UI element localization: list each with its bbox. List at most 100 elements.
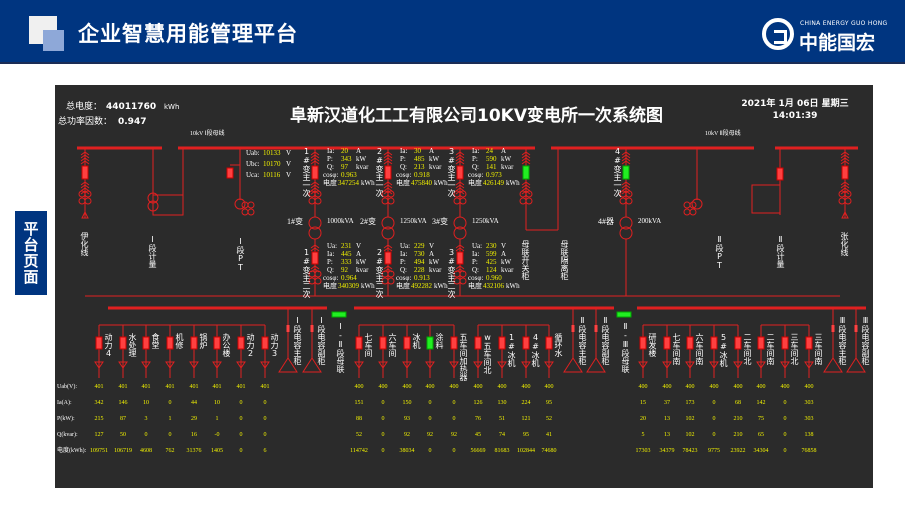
breaker-switch[interactable] <box>311 165 319 180</box>
feeder-breaker[interactable] <box>119 336 127 350</box>
tx-1-secondary-P: 333 <box>341 258 352 266</box>
feeder-breaker[interactable] <box>474 336 482 350</box>
tx-2-primary-Q: 213 <box>414 163 425 171</box>
table-cell: 31376 <box>186 448 202 454</box>
feeder-breaker[interactable] <box>757 336 765 350</box>
plug-chevron-icon <box>383 244 393 252</box>
unit: kWh <box>361 282 375 290</box>
plug-chevron-icon <box>455 181 465 189</box>
ct-icon <box>453 197 461 205</box>
table-cell: 102 <box>685 416 695 422</box>
feeder-breaker[interactable] <box>545 336 553 350</box>
table-cell: 5 <box>641 432 645 438</box>
breaker-switch[interactable] <box>384 165 392 180</box>
ct-icon <box>625 197 633 205</box>
tx-2-secondary-Ia: 730 <box>414 250 425 258</box>
ct-icon <box>387 197 395 205</box>
feeder-breaker[interactable] <box>781 336 789 350</box>
feeder-breaker[interactable] <box>213 336 221 350</box>
feeder-breaker[interactable] <box>379 336 387 350</box>
plug-chevron-icon <box>521 157 531 165</box>
feeder-breaker[interactable] <box>261 336 269 350</box>
unit: kW <box>429 155 440 163</box>
feeder-breaker[interactable] <box>734 336 742 350</box>
feeder-breaker[interactable] <box>142 336 150 350</box>
feeder-arrow-icon <box>709 361 719 369</box>
feeder-arrow-icon <box>497 361 507 369</box>
unit: A <box>429 147 435 155</box>
feeder-breaker[interactable] <box>426 336 434 350</box>
tx-2-secondary-Ua-label: Ua: <box>400 242 411 250</box>
feeder-breaker[interactable] <box>498 336 506 350</box>
breaker-switch[interactable] <box>622 165 630 180</box>
feeder-breaker[interactable] <box>663 336 671 350</box>
table-cell: 762 <box>165 448 175 454</box>
table-cell: 303 <box>804 400 814 406</box>
feeder-breaker[interactable] <box>639 336 647 350</box>
breaker-switch[interactable] <box>841 165 849 180</box>
table-cell: 20 <box>640 416 646 422</box>
table-cell: 88 <box>356 416 362 422</box>
capacitor-bank-icon <box>278 357 298 373</box>
cos-label: cosφ: <box>323 274 339 282</box>
table-cell: 0 <box>783 448 787 454</box>
breaker-switch[interactable] <box>81 165 89 180</box>
feeder-breaker[interactable] <box>710 336 718 350</box>
bus-tie-breaker[interactable] <box>616 311 632 318</box>
plug-chevron-icon <box>383 151 393 159</box>
ct-icon <box>314 190 322 198</box>
table-cell: 224 <box>521 400 531 406</box>
ct-icon <box>314 277 322 285</box>
feeder-label-bus-tie: Ⅱ-Ⅲ段母联 <box>621 322 630 373</box>
bus-tie-breaker[interactable] <box>331 311 347 318</box>
tx-1-primary-Q-label: Q: <box>327 163 334 171</box>
ct-icon <box>844 190 852 198</box>
feeder-breaker[interactable] <box>805 336 813 350</box>
feeder-breaker[interactable] <box>686 336 694 350</box>
ct-icon <box>247 201 255 209</box>
breaker-switch[interactable] <box>776 167 784 181</box>
tx-2-secondary-Ia-label: Ia: <box>400 250 408 258</box>
tx-3-primary-P: 590 <box>486 155 497 163</box>
feeder-breaker[interactable] <box>95 336 103 350</box>
transformer-secondary-label-2: 2#变主二次 <box>375 248 384 298</box>
top-label-yihua-line: 伊化线 <box>80 232 89 256</box>
tx-2-secondary-P-label: P: <box>400 258 406 266</box>
table-cell: 10 <box>143 400 149 406</box>
breaker-switch[interactable] <box>456 251 464 265</box>
feeder-breaker[interactable] <box>403 336 411 350</box>
breaker-switch[interactable] <box>384 251 392 265</box>
feeder-breaker[interactable] <box>237 336 245 350</box>
table-cell: 92 <box>427 432 433 438</box>
feeder-breaker[interactable] <box>450 336 458 350</box>
feeder-breaker[interactable] <box>190 336 198 350</box>
feeder-breaker[interactable] <box>522 336 530 350</box>
pt-fuse[interactable] <box>226 167 234 179</box>
side-tab-platform-page[interactable]: 平台页面 <box>15 211 47 295</box>
tx-2-secondary-Q-label: Q: <box>400 266 407 274</box>
breaker-switch[interactable] <box>522 165 530 180</box>
breaker-switch[interactable] <box>456 165 464 180</box>
unit: kW <box>501 155 512 163</box>
table-cell: 95 <box>546 400 552 406</box>
unit: V <box>501 242 507 250</box>
arrow-icon <box>841 210 849 219</box>
capacitor-switch <box>594 325 598 332</box>
table-cell: 3 <box>144 416 148 422</box>
feeder-breaker[interactable] <box>355 336 363 350</box>
tx-1-primary-cos: 0.963 <box>341 171 357 179</box>
capacitor-bank-icon <box>846 357 866 373</box>
tx-2-secondary-cos: 0.913 <box>414 274 430 282</box>
table-cell: 401 <box>260 384 270 390</box>
table-cell: 1 <box>215 416 219 422</box>
breaker-switch[interactable] <box>311 251 319 265</box>
feeder-breaker[interactable] <box>166 336 174 350</box>
tx-1-secondary-Ia-label: Ia: <box>327 250 335 258</box>
feeder-label: 五车间加热器 <box>459 333 468 381</box>
table-cell: 102 <box>685 432 695 438</box>
plug-chevron-icon <box>840 157 850 165</box>
table-cell: 92 <box>451 432 457 438</box>
table-row-label-4: 电度(kWh): <box>57 448 87 454</box>
feeder-label: 食堂 <box>151 333 160 349</box>
tx-2-primary-Ia-label: Ia: <box>400 147 408 155</box>
